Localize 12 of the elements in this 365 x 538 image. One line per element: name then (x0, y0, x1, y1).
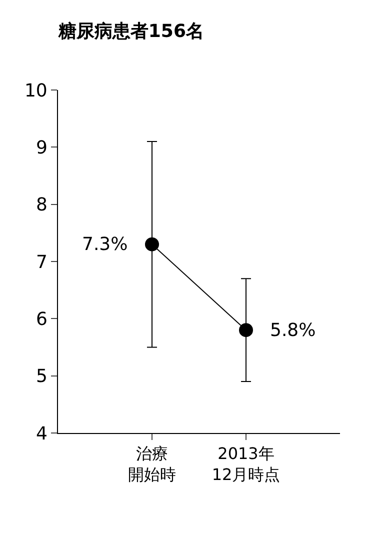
data-label: 7.3% (82, 234, 128, 255)
y-tick-label: 5 (36, 366, 48, 388)
data-label: 5.8% (270, 320, 316, 341)
y-tick-label: 7 (36, 252, 48, 273)
x-tick-label: 治療開始時 (128, 444, 176, 484)
y-tick-label: 10 (24, 80, 48, 102)
y-tick-label: 9 (36, 137, 48, 158)
y-tick-label: 4 (36, 423, 48, 444)
y-tick-label: 8 (36, 194, 48, 216)
chart-title: 糖尿病患者156名 (57, 20, 204, 42)
y-tick-label: 6 (36, 308, 48, 330)
x-tick-label: 2013年12月時点 (212, 444, 280, 484)
